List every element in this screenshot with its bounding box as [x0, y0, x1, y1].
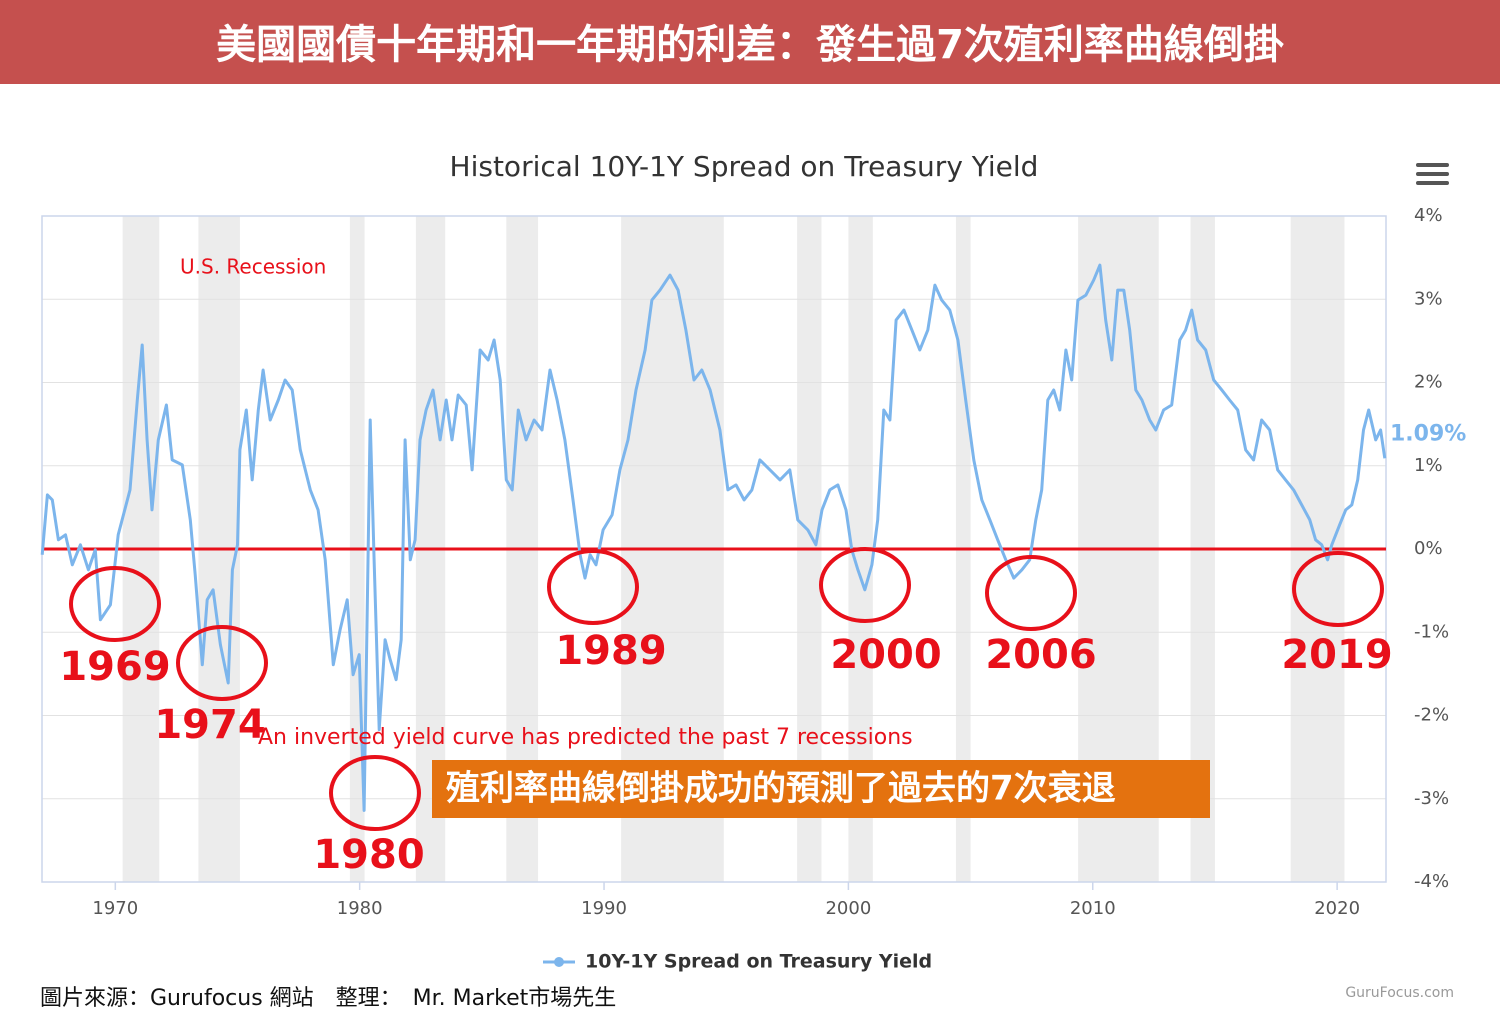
inversion-circle	[69, 566, 161, 642]
inversion-circle	[1292, 551, 1384, 627]
y-tick-label: 4%	[1414, 205, 1443, 226]
inversion-label: 1969	[59, 644, 170, 690]
header-band	[0, 0, 1500, 84]
y-tick-label: -1%	[1414, 621, 1449, 642]
watermark: GuruFocus.com	[1345, 985, 1454, 1001]
note: An inverted yield curve has predicted th…	[258, 725, 913, 750]
inversion-label: 1974	[154, 702, 265, 748]
header-title: 美國國債十年期和一年期的利差：發生過7次殖利率曲線倒掛	[216, 22, 1284, 68]
y-tick-label: 1%	[1414, 455, 1443, 476]
y-tick-label: -3%	[1414, 788, 1449, 809]
menu-bar	[1416, 163, 1449, 167]
y-tick-label: 2%	[1414, 372, 1443, 393]
series-line	[40, 263, 1387, 812]
legend-label: 10Y-1Y Spread on Treasury Yield	[585, 951, 932, 973]
x-tick-label: 1980	[337, 898, 383, 919]
inversion-label: 1989	[555, 628, 666, 674]
y-tick-label: -2%	[1414, 705, 1449, 726]
callout-box	[432, 760, 1210, 818]
y-tick-label: -4%	[1414, 871, 1449, 892]
x-tick-label: 2010	[1070, 898, 1116, 919]
legend-marker	[554, 957, 564, 967]
callout: 殖利率曲線倒掛成功的預測了過去的7次衰退	[446, 769, 1116, 809]
menu-bar	[1416, 181, 1449, 185]
menu-icon[interactable]	[1416, 163, 1449, 185]
inversion-circle	[176, 625, 268, 701]
end-label: 1.09%	[1390, 421, 1466, 446]
x-tick-label: 2020	[1314, 898, 1360, 919]
inversion-circle	[547, 549, 639, 625]
menu-bar	[1416, 172, 1449, 176]
x-tick-label: 1990	[581, 898, 627, 919]
inversion-circle	[985, 555, 1077, 631]
y-tick-label: 3%	[1414, 288, 1443, 309]
inversion-label: 2019	[1281, 632, 1392, 678]
inversion-label: 2006	[985, 632, 1096, 678]
source: 圖片來源：Gurufocus 網站 整理： Mr. Market市場先生	[40, 986, 616, 1011]
y-tick-label: 0%	[1414, 538, 1443, 559]
recession-label: U.S. Recession	[180, 255, 326, 279]
inversion-circle	[819, 547, 911, 623]
chart-title: Historical 10Y-1Y Spread on Treasury Yie…	[450, 150, 1039, 183]
x-tick-label: 2000	[825, 898, 871, 919]
inversion-circle	[329, 755, 421, 831]
x-tick-label: 1970	[92, 898, 138, 919]
inversion-label: 2000	[830, 632, 941, 678]
inversion-label: 1980	[313, 832, 424, 878]
